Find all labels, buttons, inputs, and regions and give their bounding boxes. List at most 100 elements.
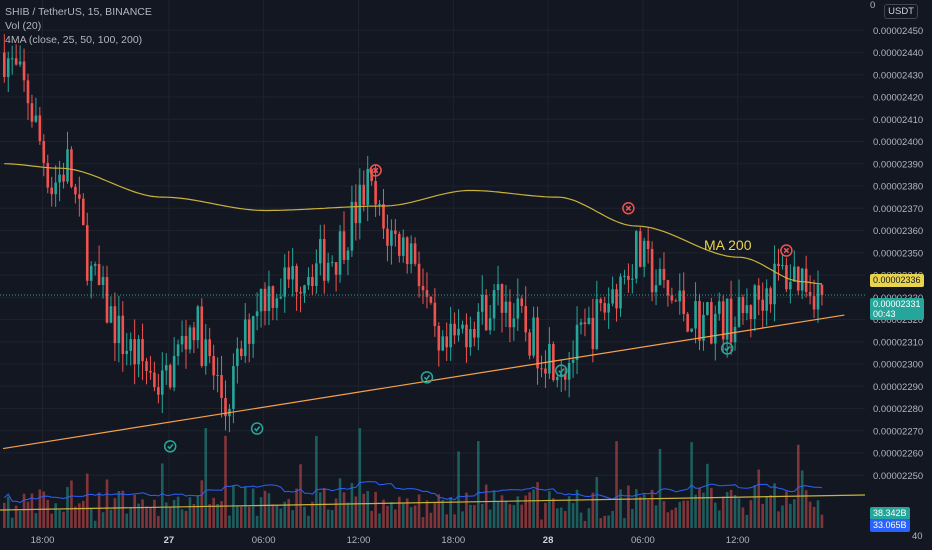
candle-body (769, 288, 772, 305)
candle-body (473, 328, 476, 338)
candle-body (504, 301, 508, 313)
volume-bars (3, 428, 824, 528)
chart-legend: SHIB / TetherUS, 15, BINANCE Vol (20) 4M… (5, 5, 152, 47)
price-tick-label: 0.00002410 (873, 115, 923, 126)
volume-bar (50, 513, 53, 528)
candle-body (247, 319, 251, 344)
volume-bar (240, 506, 243, 528)
volume-bar (567, 496, 571, 528)
volume-bar (141, 499, 144, 528)
price-tick-label: 0.00002350 (873, 248, 923, 259)
volume-bar (157, 515, 160, 528)
candle-body (22, 61, 26, 81)
volume-bar (781, 505, 784, 528)
volume-bar (338, 478, 342, 528)
volume-indicator-label[interactable]: Vol (20) (5, 20, 42, 32)
candle-body (153, 372, 156, 388)
candle-body (374, 181, 377, 205)
ma-indicator-label[interactable]: 4MA (close, 25, 50, 100, 200) (5, 34, 143, 46)
volume-bar (607, 515, 610, 528)
candle-body (642, 240, 646, 267)
candle-body (149, 371, 152, 373)
time-axis[interactable]: 18:00 27 06:00 12:00 18:00 28 06:00 12:00 (31, 535, 750, 546)
candle-body (243, 319, 247, 357)
volume-ma-line (3, 481, 823, 504)
candle-body (591, 317, 595, 349)
candle-body (753, 285, 757, 319)
volume-bar (54, 503, 57, 528)
volume-bar (299, 464, 302, 528)
volume-bar (638, 496, 642, 528)
volume-bar (311, 501, 314, 528)
volume-bar (279, 508, 283, 528)
volume-bar (749, 500, 753, 528)
candle-body (342, 231, 346, 260)
price-tick-label: 0.00002270 (873, 426, 923, 437)
volume-bar (765, 496, 768, 528)
volume-bar (623, 518, 626, 528)
symbol-title[interactable]: SHIB / TetherUS, 15, BINANCE (5, 6, 152, 18)
volume-bar (777, 511, 780, 528)
candle-body (188, 327, 192, 350)
volume-bar (192, 503, 196, 528)
candle-body (26, 80, 30, 104)
volume-bar (243, 486, 247, 528)
volume-bar (733, 494, 737, 528)
volume-bar (121, 490, 125, 528)
candle-body (619, 276, 622, 309)
candle-body (737, 297, 741, 327)
volume-bar (370, 510, 373, 528)
candle-body (101, 277, 105, 285)
candle-body (457, 328, 460, 336)
volume-bar (117, 490, 121, 528)
volume-bar (753, 485, 757, 528)
volume-bar (721, 496, 725, 528)
volume-bar (382, 499, 385, 528)
volume-bar (473, 505, 476, 528)
volume-bar (686, 500, 689, 528)
candle-body (366, 169, 369, 205)
volume-bar (176, 496, 180, 528)
candle-body (168, 365, 172, 388)
volume-bar (710, 487, 713, 528)
candle-countdown: 00:43 (873, 309, 896, 319)
volume-bar (417, 494, 421, 528)
volume-bar (674, 507, 678, 528)
volume-bar (196, 495, 200, 528)
volume-bar (184, 510, 188, 528)
candle-body (113, 306, 117, 344)
volume-bar (62, 511, 65, 528)
buy-signal-icon (250, 422, 264, 435)
volume-bar (180, 509, 184, 528)
volume-bar (465, 492, 468, 528)
price-axis[interactable]: 0.00002450 0.00002440 0.00002430 0.00002420… (873, 26, 923, 482)
candle-body (350, 201, 354, 251)
candle-body (421, 285, 425, 291)
candle-body (3, 52, 6, 77)
time-axis-bg[interactable] (0, 528, 865, 550)
volume-bar (453, 514, 456, 528)
volume-bar (97, 492, 101, 528)
volume-bar (737, 498, 741, 528)
volume-bar (785, 491, 788, 528)
volume-bar (666, 512, 670, 528)
candle-body (409, 243, 413, 265)
volume-bar (694, 494, 697, 528)
volume-bar (263, 490, 267, 528)
candle-body (200, 306, 204, 366)
candle-body (461, 324, 464, 329)
price-tick-label: 0.00002320 (873, 315, 923, 326)
volume-bar (394, 509, 397, 528)
candle-body (820, 284, 824, 296)
volume-bar (168, 506, 172, 528)
volume-bar (646, 499, 650, 528)
candle-body (417, 263, 421, 286)
currency-selector[interactable]: USDT (884, 4, 918, 19)
candle-body (82, 198, 85, 226)
candle-body (378, 204, 381, 206)
volume-bar (500, 495, 504, 528)
price-tick-label: 0.00002440 (873, 48, 923, 59)
candle-body (413, 243, 417, 264)
candle-body (638, 231, 642, 267)
